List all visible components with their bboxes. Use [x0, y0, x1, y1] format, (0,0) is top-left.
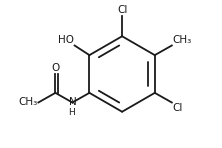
Text: Cl: Cl: [117, 5, 127, 15]
Text: CH₃: CH₃: [18, 98, 38, 107]
Text: HO: HO: [58, 35, 74, 45]
Text: H: H: [68, 108, 75, 117]
Text: Cl: Cl: [172, 103, 183, 113]
Text: O: O: [51, 63, 59, 73]
Text: N: N: [69, 98, 76, 107]
Text: CH₃: CH₃: [172, 35, 192, 45]
